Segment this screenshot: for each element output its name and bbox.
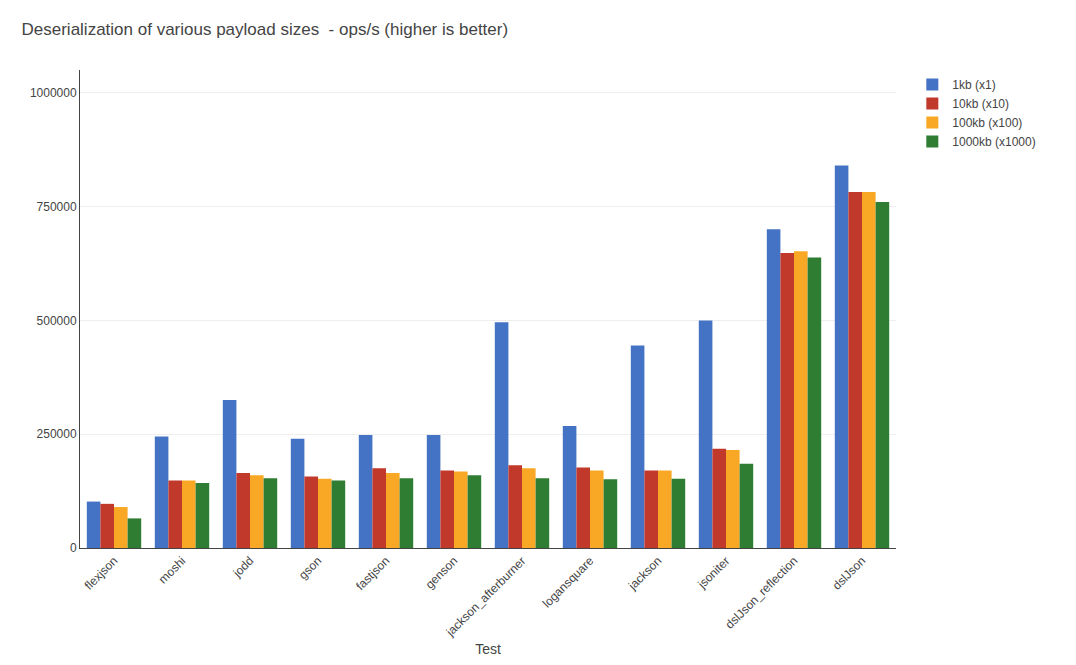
svg-text:jodd: jodd xyxy=(230,554,257,581)
svg-text:1kb (x1): 1kb (x1) xyxy=(952,78,995,92)
svg-text:10kb (x10): 10kb (x10) xyxy=(952,97,1009,111)
svg-text:jsoniter: jsoniter xyxy=(694,554,732,592)
svg-text:flexjson: flexjson xyxy=(82,554,121,593)
svg-text:dslJson: dslJson xyxy=(830,554,869,593)
svg-text:1000kb (x1000): 1000kb (x1000) xyxy=(952,135,1035,149)
svg-text:250000: 250000 xyxy=(37,427,77,441)
svg-text:0: 0 xyxy=(70,541,77,555)
svg-text:Test: Test xyxy=(475,641,501,657)
svg-text:moshi: moshi xyxy=(156,554,189,587)
svg-text:jackson_afterburner: jackson_afterburner xyxy=(443,554,529,640)
svg-text:1000000: 1000000 xyxy=(30,86,77,100)
svg-text:genson: genson xyxy=(423,554,461,592)
svg-text:500000: 500000 xyxy=(37,314,77,328)
svg-text:100kb (x100): 100kb (x100) xyxy=(952,116,1022,130)
svg-text:gson: gson xyxy=(296,554,324,582)
svg-text:jackson: jackson xyxy=(625,554,664,593)
svg-text:logansquare: logansquare xyxy=(540,554,597,611)
svg-text:Deserialization of various pay: Deserialization of various payload sizes… xyxy=(22,20,509,39)
svg-text:750000: 750000 xyxy=(37,200,77,214)
svg-text:dslJson_reflection: dslJson_reflection xyxy=(723,554,801,632)
svg-text:fastjson: fastjson xyxy=(353,554,392,593)
